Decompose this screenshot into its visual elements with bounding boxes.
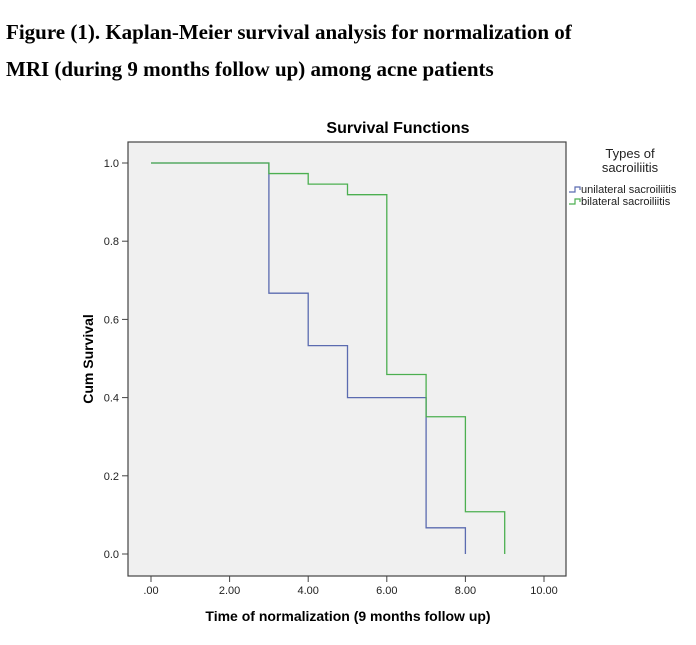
x-tick-label: 4.00 bbox=[297, 585, 318, 597]
y-axis-label: Cum Survival bbox=[80, 314, 96, 403]
y-tick-label: 0.0 bbox=[104, 549, 119, 561]
x-tick-label: 8.00 bbox=[455, 585, 476, 597]
y-tick-label: 0.4 bbox=[104, 393, 119, 405]
survival-line-bilateral bbox=[151, 162, 506, 554]
x-tick-label: .00 bbox=[143, 585, 158, 597]
figure-caption: Figure (1). Kaplan-Meier survival analys… bbox=[6, 14, 696, 88]
caption-line-2: MRI (during 9 months follow up) among ac… bbox=[6, 57, 494, 81]
legend-entry: unilateral sacroiliitis bbox=[581, 184, 677, 196]
legend-swatch bbox=[569, 198, 581, 205]
caption-line-1: Figure (1). Kaplan-Meier survival analys… bbox=[6, 20, 572, 44]
y-tick-label: 0.8 bbox=[104, 236, 119, 248]
chart-title: Survival Functions bbox=[326, 120, 469, 137]
x-tick-label: 6.00 bbox=[376, 585, 397, 597]
y-tick-label: 0.2 bbox=[104, 471, 119, 483]
legend-swatch bbox=[569, 186, 581, 193]
legend: Types of sacroiliitis unilateral sacroil… bbox=[569, 146, 677, 208]
x-axis-label: Time of normalization (9 months follow u… bbox=[205, 608, 490, 624]
x-tick-label: 10.00 bbox=[530, 585, 558, 597]
y-tick-label: 1.0 bbox=[104, 158, 119, 170]
legend-title-line-2: sacroiliitis bbox=[602, 160, 659, 175]
x-tick-label: 2.00 bbox=[219, 585, 240, 597]
legend-title-line-1: Types of bbox=[605, 146, 655, 161]
y-tick-label: 0.6 bbox=[104, 314, 119, 326]
legend-entry: bilateral sacroiliitis bbox=[581, 196, 671, 208]
survival-line-unilateral bbox=[151, 162, 467, 554]
